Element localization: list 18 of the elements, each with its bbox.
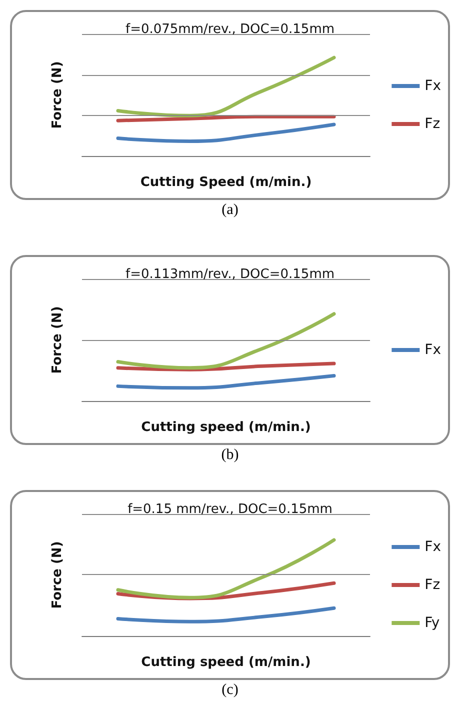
legend-label: Fx bbox=[424, 342, 442, 358]
y-axis-title: Force (N) bbox=[50, 306, 65, 374]
legend-label: Fz bbox=[424, 116, 440, 132]
chart-title: f=0.15 mm/rev., DOC=0.15mm bbox=[128, 502, 332, 517]
x-axis-title: Cutting Speed (m/min.) bbox=[140, 175, 312, 190]
y-axis-title: Force (N) bbox=[50, 541, 65, 609]
chart-title: f=0.075mm/rev., DOC=0.15mm bbox=[125, 22, 335, 37]
legend-label: Fx bbox=[424, 78, 442, 94]
legend-label: Fx bbox=[424, 539, 442, 555]
text: (b) bbox=[220, 446, 240, 465]
legend-label: Fy bbox=[424, 615, 440, 631]
chart-title: f=0.113mm/rev., DOC=0.15mm bbox=[125, 267, 335, 282]
y-axis-title: Force (N) bbox=[50, 61, 65, 129]
text: (c) bbox=[220, 681, 240, 700]
legend-label: Fz bbox=[424, 577, 440, 593]
x-axis-title: Cutting speed (m/min.) bbox=[141, 655, 311, 670]
x-axis-title: Cutting speed (m/min.) bbox=[141, 420, 311, 435]
text: (a) bbox=[220, 201, 240, 220]
